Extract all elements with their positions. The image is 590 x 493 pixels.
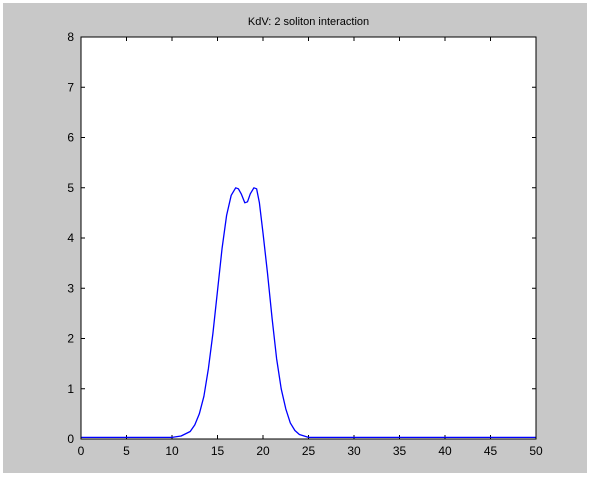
x-tick-label: 30 [347, 444, 361, 458]
x-tick-label: 0 [78, 444, 85, 458]
y-tick-label: 0 [67, 432, 74, 446]
y-tick-label: 4 [67, 231, 74, 245]
y-tick-label: 5 [67, 181, 74, 195]
x-tick-label: 10 [165, 444, 179, 458]
figure-canvas: KdV: 2 soliton interaction 0 5 10 15 20 25 30 35… [3, 3, 587, 473]
y-tick-label: 1 [67, 382, 74, 396]
y-tick-label: 8 [67, 30, 74, 44]
y-tick-label: 2 [67, 332, 74, 346]
y-tick-label: 7 [67, 80, 74, 94]
x-tick-label: 45 [484, 444, 498, 458]
figure-bottom-strip [0, 473, 590, 493]
x-tick-label: 20 [256, 444, 270, 458]
x-tick-label: 15 [211, 444, 225, 458]
x-tick-label: 35 [393, 444, 407, 458]
axes-box [80, 36, 537, 440]
x-tick-label: 50 [529, 444, 543, 458]
x-tick-label: 40 [438, 444, 452, 458]
chart-title: KdV: 2 soliton interaction [248, 16, 369, 28]
y-tick-label: 3 [67, 281, 74, 295]
y-tick-label: 6 [67, 131, 74, 145]
x-tick-label: 5 [123, 444, 130, 458]
x-tick-label: 25 [302, 444, 316, 458]
series-line [81, 187, 536, 439]
axes-background [81, 37, 536, 439]
